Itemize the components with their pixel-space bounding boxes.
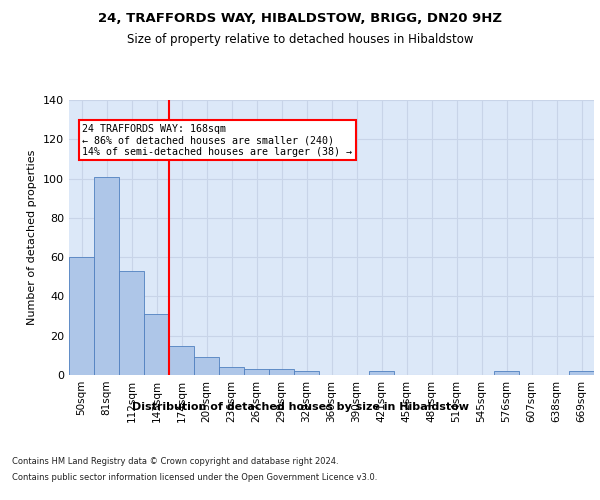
Bar (569, 371, 594, 375)
Text: 24 TRAFFORDS WAY: 168sqm
← 86% of detached houses are smaller (240)
14% of semi-: 24 TRAFFORDS WAY: 168sqm ← 86% of detach… (82, 124, 352, 157)
Bar (244, 369, 269, 375)
Bar (169, 346, 194, 375)
Text: Size of property relative to detached houses in Hibaldstow: Size of property relative to detached ho… (127, 32, 473, 46)
Bar (194, 358, 219, 375)
Y-axis label: Number of detached properties: Number of detached properties (28, 150, 37, 325)
Text: Contains public sector information licensed under the Open Government Licence v3: Contains public sector information licen… (12, 472, 377, 482)
Bar (294, 371, 319, 375)
Text: Contains HM Land Registry data © Crown copyright and database right 2024.: Contains HM Land Registry data © Crown c… (12, 458, 338, 466)
Text: 24, TRAFFORDS WAY, HIBALDSTOW, BRIGG, DN20 9HZ: 24, TRAFFORDS WAY, HIBALDSTOW, BRIGG, DN… (98, 12, 502, 26)
Bar (369, 371, 394, 375)
Bar (494, 371, 519, 375)
Bar (219, 367, 244, 375)
Bar (269, 369, 294, 375)
Bar (144, 314, 169, 375)
Bar (69, 257, 94, 375)
Bar (119, 271, 144, 375)
Bar (94, 176, 119, 375)
Text: Distribution of detached houses by size in Hibaldstow: Distribution of detached houses by size … (131, 402, 469, 412)
